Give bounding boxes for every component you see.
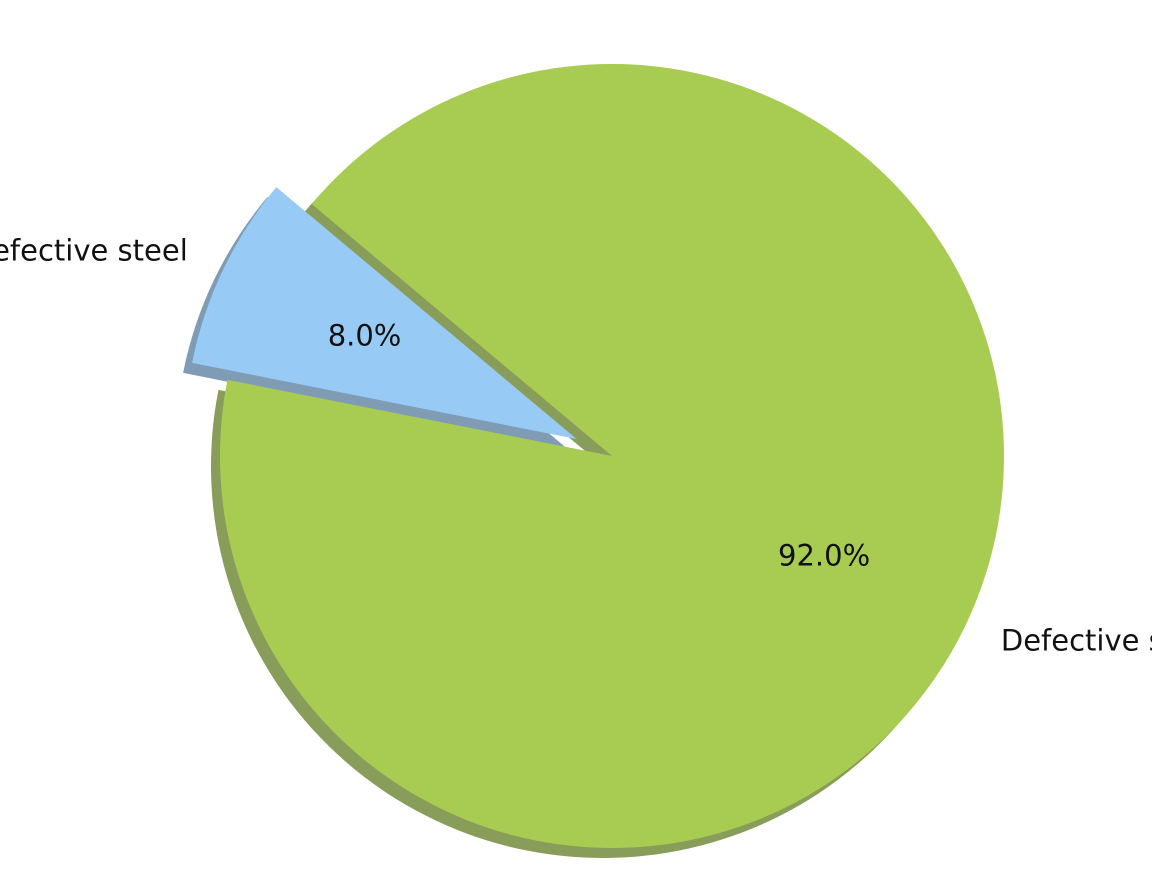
pie-label-layer: Non defective steel 8.0% Defective steel 92…	[0, 234, 1152, 658]
pie-pct-label-non-defective-steel: 8.0%	[328, 318, 402, 352]
pie-pct-label-defective-steel: 92.0%	[778, 539, 870, 573]
pie-slice-defective-steel	[219, 63, 1004, 849]
pie-label-non-defective-steel: Non defective steel	[0, 234, 188, 268]
pie-slice-layer	[192, 63, 1004, 849]
pie-slice-non-defective-steel	[192, 187, 577, 440]
pie-label-defective-steel: Defective steel	[1001, 623, 1152, 657]
